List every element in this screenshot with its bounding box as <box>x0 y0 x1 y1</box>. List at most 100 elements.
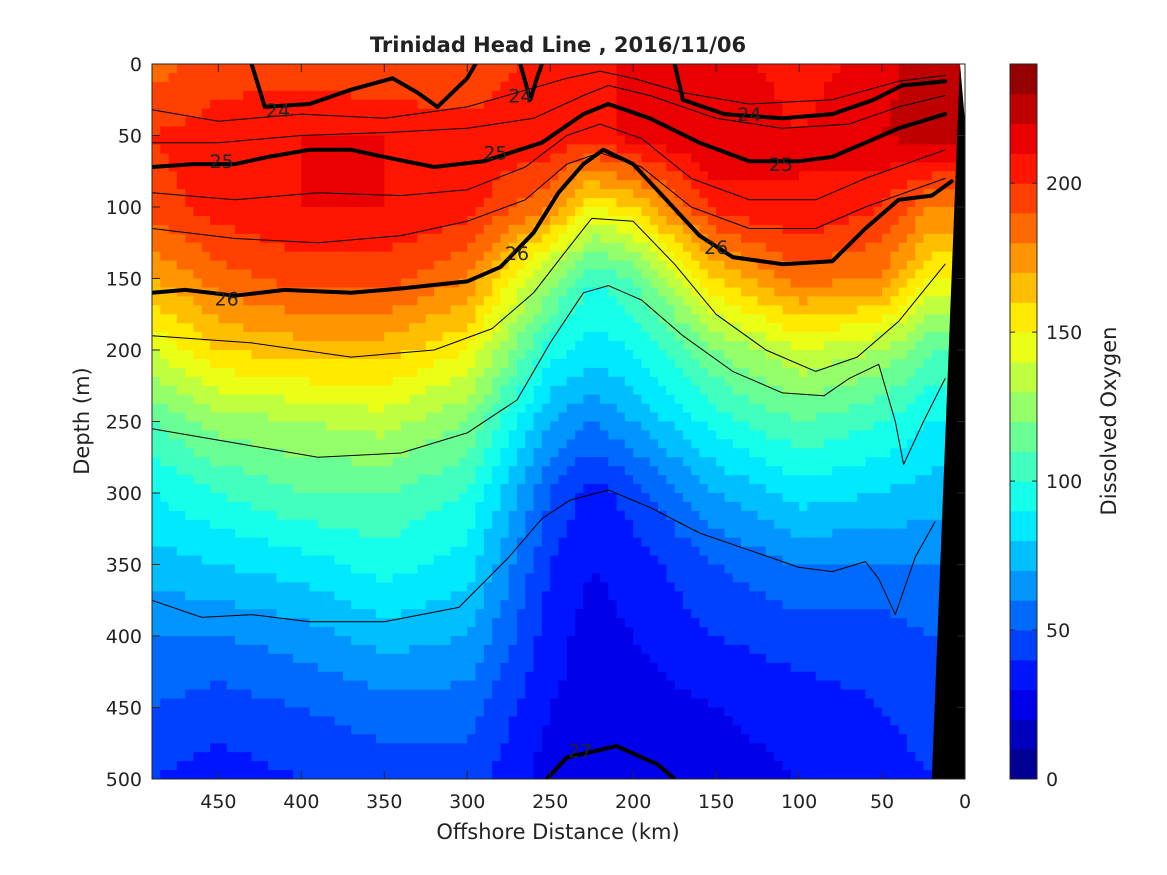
heat-cell <box>483 367 493 378</box>
heat-cell <box>599 385 609 396</box>
heat-cell <box>268 117 278 128</box>
heat-cell <box>351 323 360 333</box>
heat-cell <box>906 385 916 396</box>
heat-cell <box>832 64 842 74</box>
heat-cell <box>624 117 634 128</box>
heat-cell <box>176 171 186 181</box>
heat-cell <box>757 332 767 342</box>
heat-cell <box>284 153 294 163</box>
heat-cell <box>915 367 925 378</box>
heat-cell <box>931 171 941 181</box>
heat-cell <box>616 198 626 208</box>
heat-cell <box>176 367 186 378</box>
heat-cell <box>666 224 676 235</box>
heat-cell <box>940 144 950 154</box>
heat-cell <box>201 144 211 154</box>
heat-cell <box>525 350 535 360</box>
heat-cell <box>317 448 327 458</box>
heat-cell <box>608 439 618 449</box>
heat-cell <box>334 99 344 110</box>
heat-cell <box>848 341 858 351</box>
heat-cell <box>168 233 178 244</box>
heat-cell <box>417 314 427 324</box>
heat-cell <box>193 64 203 74</box>
heat-cell <box>649 430 659 440</box>
heat-cell <box>201 207 211 217</box>
heat-cell <box>583 430 593 440</box>
heat-cell <box>375 108 385 119</box>
heat-cell <box>375 466 385 476</box>
heat-cell <box>301 64 311 74</box>
heat-cell <box>434 171 443 181</box>
heat-cell <box>517 332 526 342</box>
heat-cell <box>799 412 808 423</box>
heat-cell <box>234 305 244 315</box>
heat-cell <box>326 350 336 360</box>
heat-cell <box>525 153 535 163</box>
heat-cell <box>940 135 950 146</box>
heat-cell <box>392 403 402 414</box>
heat-cell <box>276 171 286 181</box>
heat-cell <box>234 475 244 485</box>
heat-cell <box>575 135 584 146</box>
heat-cell <box>732 269 742 280</box>
heat-cell <box>732 99 742 110</box>
heat-cell <box>633 332 643 342</box>
heat-cell <box>326 72 336 83</box>
heat-cell <box>716 153 726 163</box>
heat-cell <box>284 278 294 289</box>
heat-cell <box>541 412 551 423</box>
heat-cell <box>550 448 560 458</box>
heat-cell <box>840 269 850 280</box>
heat-cell <box>566 421 576 432</box>
heat-cell <box>890 385 900 396</box>
heat-cell <box>575 296 584 306</box>
heat-cell <box>409 484 419 494</box>
heat-cell <box>608 501 618 512</box>
heat-cell <box>624 457 634 467</box>
heat-cell <box>226 224 236 235</box>
heat-cell <box>276 135 286 146</box>
heat-cell <box>666 189 676 199</box>
heat-cell <box>210 81 219 92</box>
heat-cell <box>790 90 800 101</box>
heat-cell <box>658 501 667 512</box>
heat-cell <box>234 323 244 333</box>
heat-cell <box>923 484 933 494</box>
heat-cell <box>898 162 908 172</box>
heat-cell <box>309 117 319 128</box>
heat-cell <box>599 484 609 494</box>
heat-cell <box>915 475 925 485</box>
heat-cell <box>500 153 510 163</box>
heat-cell <box>259 233 269 244</box>
heat-cell <box>168 90 178 101</box>
heat-cell <box>317 323 327 333</box>
heat-cell <box>251 394 261 405</box>
heat-cell <box>309 162 319 172</box>
heat-cell <box>616 430 626 440</box>
heat-cell <box>185 439 195 449</box>
heat-cell <box>832 153 842 163</box>
heat-cell <box>417 457 427 467</box>
heat-cell <box>765 475 775 485</box>
heat-cell <box>616 242 626 253</box>
heat-cell <box>185 144 195 154</box>
heat-cell <box>815 457 825 467</box>
heat-cell <box>599 171 609 181</box>
heat-cell <box>882 224 891 235</box>
heat-cell <box>873 278 883 289</box>
heat-cell <box>525 64 535 74</box>
heat-cell <box>857 358 867 369</box>
heat-cell <box>351 341 360 351</box>
heat-cell <box>317 510 327 521</box>
heat-cell <box>467 153 477 163</box>
heat-cell <box>599 233 609 244</box>
heat-cell <box>906 350 916 360</box>
heat-cell <box>400 99 410 110</box>
heat-cell <box>873 305 883 315</box>
heat-cell <box>940 296 950 306</box>
heat-cell <box>658 260 667 271</box>
heat-cell <box>251 350 261 360</box>
heat-cell <box>301 162 311 172</box>
heat-cell <box>334 64 344 74</box>
